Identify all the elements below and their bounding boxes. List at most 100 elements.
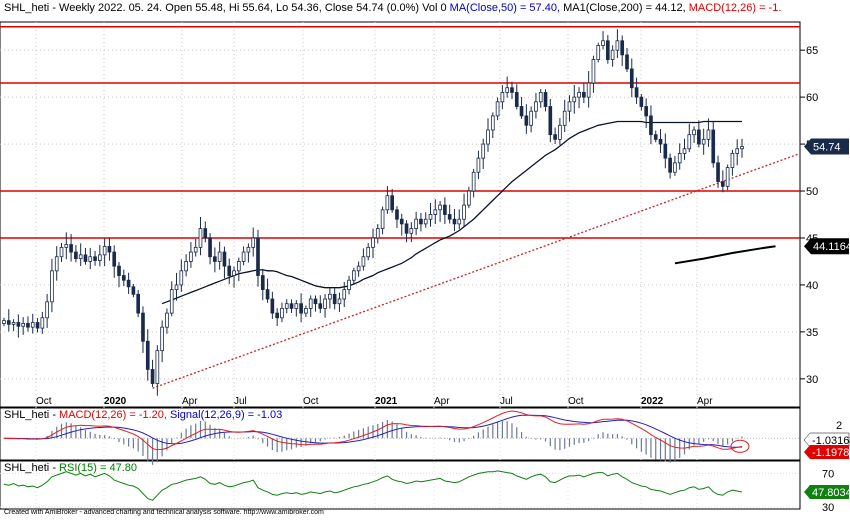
candle-body [227,265,232,276]
candle-body [366,246,371,258]
candle-body [145,340,150,370]
candle-body [682,148,687,154]
y-tick-label: 35 [806,327,818,339]
candle-body [347,279,351,291]
macd-marker-ellipse [730,439,750,453]
candle-body [328,293,332,300]
candle-body [299,303,303,314]
candle-body [83,254,88,262]
header-period: Weekly [59,2,95,14]
y-tick-label: 60 [806,92,818,104]
candle-body [155,350,160,384]
candle-body [217,251,222,262]
candle-body [500,92,505,103]
candle-body [649,115,653,136]
candle-body [6,320,11,325]
header-ticker: SHL_heti [4,2,50,14]
macd-header: SHL_heti - MACD(12,26) = -1.20, Signal(1… [4,409,283,421]
candle-body [2,320,6,324]
candle-body [318,303,323,309]
rsi-header-ticker: SHL_heti [4,462,50,474]
rsi-path [3,470,743,501]
candle-body [620,40,625,56]
x-tick-label: Apr [182,396,198,407]
candle-body [165,312,169,328]
candle-body [30,322,35,328]
candle-body [241,251,246,262]
candle-body [529,110,533,126]
candle-body [179,270,184,286]
signal-line [4,414,743,448]
candle-body [275,312,279,319]
candle-body [409,228,414,234]
y-tick-label: 40 [806,280,818,292]
candle-body [40,317,45,329]
candle-body [591,59,596,84]
candle-body [21,323,25,327]
macd-tag-text: -1.19789 [812,447,850,459]
candle-body [136,293,141,314]
candle-body [294,303,299,309]
time-axis-labels: Oct 2020 Apr Jul Oct 2021 Apr Jul Oct 2022 Apr [36,396,713,407]
x-tick-label: 2022 [641,396,664,407]
candle-body [260,275,265,291]
rsi-tag-text: 47.8034 [812,487,850,499]
rsi-header-value: RSI(15) = 47.80 [59,462,138,474]
candle-body [251,237,256,248]
candle-body [706,129,711,140]
candle-body [395,209,399,220]
ma200-tag-text: 44.1164 [813,241,850,253]
rsi-panel [0,460,801,510]
candle-body [697,129,701,145]
x-tick-label: Apr [434,396,450,407]
trend-line-path [152,152,801,389]
candle-body [232,270,236,276]
candle-body [45,301,49,319]
candle-body [586,82,591,98]
x-tick-label: Oct [303,396,319,407]
candle-body [371,237,375,248]
candle-body [313,298,318,305]
candle-body [634,87,639,98]
candle-body [692,129,696,136]
candle-body [390,195,394,211]
candle-body [102,246,107,256]
price-panel [0,21,801,408]
credit-text: Created with AmiBroker - advanced charti… [4,509,324,516]
candle-body [735,148,740,154]
price-header: SHL_heti - Weekly 2022. 05. 24. Open 55.… [4,2,782,14]
candle-body [716,162,720,183]
candle-body [481,143,486,159]
candle-body [711,129,716,164]
candle-body [270,298,275,314]
candle-body [193,246,198,253]
candle-body [548,106,553,136]
candle-body [246,246,251,253]
header-date: 2022. 05. 24. [97,2,163,14]
candle-body [653,134,658,140]
candle-body [663,143,668,159]
candle-body [519,106,524,117]
candle-body [11,322,16,325]
candle-body [308,298,313,309]
candle-body [490,115,495,131]
candle-body [121,275,126,281]
candle-body [438,204,442,211]
candle-body [615,40,620,51]
x-tick-label: Jul [500,396,513,407]
candle-body [222,251,227,267]
candle-body [88,256,93,262]
candle-body [64,244,69,248]
candle-body [582,92,586,98]
candle-body [467,190,471,206]
rsi-tick-label: 30 [822,502,834,514]
macd-header-macd: MACD(12,26) = -1.20, [59,409,167,421]
candles [2,29,744,396]
candle-body [601,40,605,46]
candle-body [514,92,519,107]
candle-body [543,92,548,107]
last-price-tag-bg [804,138,849,155]
candle-body [16,322,21,327]
candle-body [174,284,179,291]
